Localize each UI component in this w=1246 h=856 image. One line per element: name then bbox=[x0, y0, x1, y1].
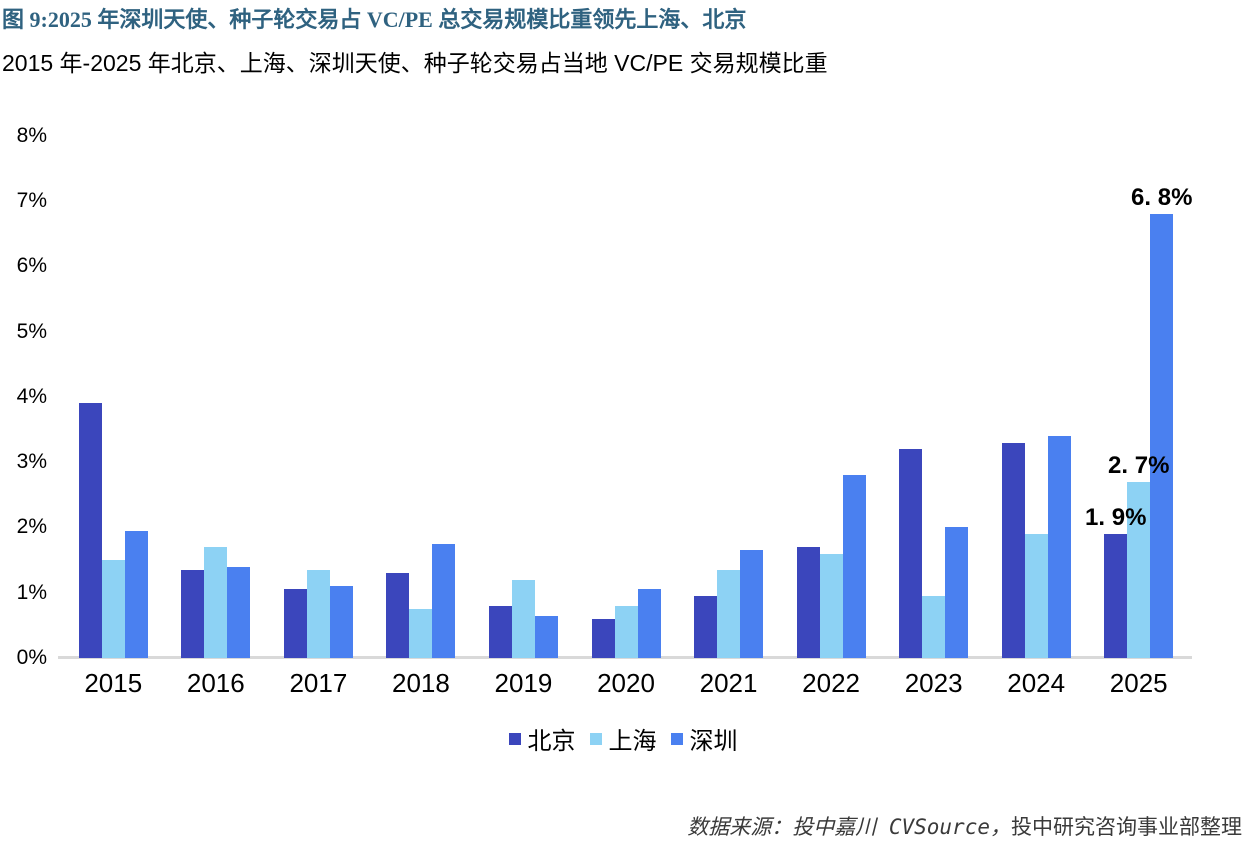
bar-深圳-2025 bbox=[1150, 213, 1174, 658]
x-axis-label: 2017 bbox=[289, 668, 348, 698]
x-axis-label: 2024 bbox=[1007, 668, 1066, 698]
x-axis-label: 2025 bbox=[1109, 668, 1168, 698]
source-note: 数据来源：投中嘉川 CVSource，投中研究咨询事业部整理 bbox=[687, 812, 1242, 842]
bar-深圳-2024 bbox=[1047, 435, 1071, 658]
legend-label: 北京 bbox=[527, 728, 576, 755]
bar-北京-2018 bbox=[386, 573, 410, 658]
bar-深圳-2018 bbox=[432, 543, 456, 658]
x-axis-label: 2018 bbox=[391, 668, 450, 698]
y-axis-tick-label: 7% bbox=[16, 188, 47, 212]
bar-value-label: 2. 7% bbox=[1108, 451, 1170, 479]
bar-深圳-2023 bbox=[945, 527, 969, 658]
y-axis-tick-label: 5% bbox=[16, 319, 47, 343]
bar-北京-2021 bbox=[694, 595, 718, 658]
y-axis-tick-label: 3% bbox=[16, 450, 47, 474]
x-axis-label: 2021 bbox=[699, 668, 758, 698]
x-axis-label: 2015 bbox=[84, 668, 143, 698]
bar-深圳-2019 bbox=[534, 615, 558, 658]
bar-北京-2024 bbox=[1001, 442, 1025, 658]
y-axis-tick-label: 0% bbox=[16, 646, 47, 669]
x-axis-label: 2022 bbox=[802, 668, 860, 698]
y-axis-tick-label: 6% bbox=[16, 254, 47, 278]
bar-深圳-2017 bbox=[329, 586, 353, 658]
x-axis-label: 2020 bbox=[597, 668, 655, 698]
bar-深圳-2016 bbox=[227, 566, 251, 658]
bar-上海-2022 bbox=[819, 553, 843, 658]
x-axis-label: 2016 bbox=[186, 668, 245, 698]
source-note-italic: 数据来源：投中嘉川 CVSource， bbox=[687, 815, 1011, 839]
y-axis-tick-label: 2% bbox=[16, 515, 47, 539]
bar-北京-2025 bbox=[1104, 533, 1128, 658]
y-axis-tick-label: 4% bbox=[16, 384, 47, 408]
x-axis-label: 2019 bbox=[494, 668, 553, 698]
legend-item-上海: 上海 bbox=[589, 721, 657, 756]
y-axis-tick-label: 1% bbox=[16, 580, 47, 604]
bar-上海-2021 bbox=[717, 569, 741, 658]
legend-swatch-icon bbox=[508, 732, 521, 745]
legend: 北京 上海 深圳 bbox=[0, 721, 1246, 756]
bar-北京-2022 bbox=[796, 546, 820, 658]
bar-北京-2023 bbox=[899, 449, 923, 658]
bar-上海-2019 bbox=[511, 579, 535, 658]
legend-label: 深圳 bbox=[689, 728, 738, 755]
bar-北京-2015 bbox=[78, 403, 102, 658]
bar-上海-2015 bbox=[101, 560, 125, 658]
bar-北京-2019 bbox=[488, 605, 512, 658]
source-note-regular: 投中研究咨询事业部整理 bbox=[1011, 815, 1242, 839]
figure-title: 图 9:2025 年深圳天使、种子轮交易占 VC/PE 总交易规模比重领先上海、… bbox=[2, 7, 747, 32]
bar-上海-2023 bbox=[922, 595, 946, 658]
legend-swatch-icon bbox=[589, 732, 602, 745]
bar-上海-2025 bbox=[1127, 481, 1151, 658]
bar-value-label: 1. 9% bbox=[1085, 503, 1147, 531]
bar-上海-2018 bbox=[409, 609, 433, 658]
legend-swatch-icon bbox=[670, 732, 683, 745]
figure-subtitle: 2015 年-2025 年北京、上海、深圳天使、种子轮交易占当地 VC/PE 交… bbox=[2, 50, 828, 76]
bar-深圳-2015 bbox=[124, 530, 148, 658]
bar-北京-2017 bbox=[283, 589, 307, 658]
legend-item-北京: 北京 bbox=[508, 721, 576, 756]
bar-上海-2020 bbox=[614, 605, 638, 658]
bar-value-label: 6. 8% bbox=[1131, 183, 1193, 211]
bar-深圳-2020 bbox=[637, 589, 661, 658]
bar-北京-2016 bbox=[181, 569, 205, 658]
x-axis-label: 2023 bbox=[904, 668, 963, 698]
legend-item-深圳: 深圳 bbox=[670, 721, 738, 756]
bar-上海-2016 bbox=[204, 546, 228, 658]
bar-上海-2024 bbox=[1024, 533, 1048, 658]
bar-深圳-2021 bbox=[740, 550, 764, 658]
bar-北京-2020 bbox=[591, 618, 615, 658]
bar-上海-2017 bbox=[306, 569, 330, 658]
legend-label: 上海 bbox=[608, 728, 657, 755]
bar-深圳-2022 bbox=[842, 475, 866, 658]
y-axis-tick-label: 8% bbox=[16, 123, 47, 147]
